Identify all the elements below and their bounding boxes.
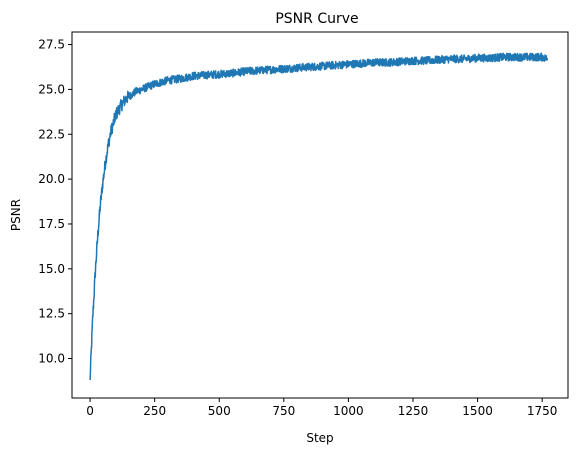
x-axis-label: Step (306, 431, 333, 445)
plot-frame (71, 31, 569, 399)
plot-area (89, 52, 549, 381)
y-tick-label: 22.5 (38, 127, 65, 141)
x-tick-label: 1500 (462, 404, 493, 418)
y-tick-label: 15.0 (38, 262, 65, 276)
x-tick-label: 1000 (333, 404, 364, 418)
y-tick-label: 12.5 (38, 307, 65, 321)
y-tick-label: 20.0 (38, 172, 65, 186)
y-axis-ticks: 10.0 12.5 15.0 17.5 20.0 22.5 25.0 27.5 (38, 38, 72, 366)
y-tick-label: 25.0 (38, 82, 65, 96)
y-tick-label: 10.0 (38, 352, 65, 366)
x-tick-label: 500 (208, 404, 231, 418)
y-tick-label: 27.5 (38, 38, 65, 52)
x-axis-ticks: 0 250 500 750 1000 1250 1500 1750 (86, 398, 557, 418)
x-tick-label: 750 (272, 404, 295, 418)
y-tick-label: 17.5 (38, 217, 65, 231)
x-tick-label: 1250 (398, 404, 429, 418)
x-tick-label: 1750 (527, 404, 558, 418)
x-tick-label: 250 (143, 404, 166, 418)
y-axis-label: PSNR (9, 199, 23, 231)
psnr-series-line (89, 52, 549, 381)
chart-title: PSNR Curve (275, 11, 358, 27)
x-tick-label: 0 (86, 404, 94, 418)
